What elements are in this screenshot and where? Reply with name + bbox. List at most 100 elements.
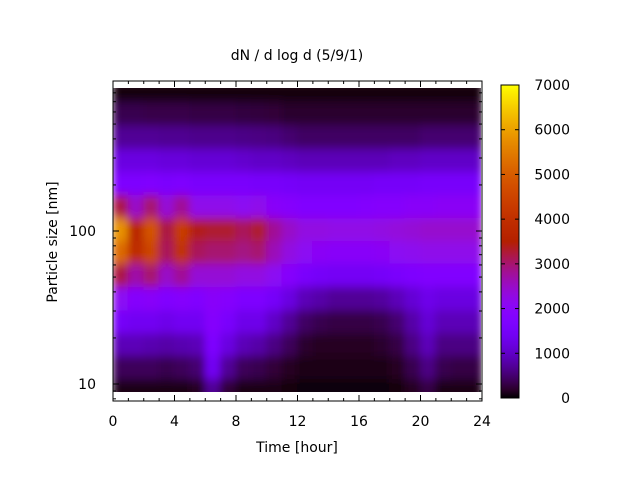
- heatmap-cell: [220, 263, 237, 288]
- heatmap-cell: [266, 356, 283, 381]
- heatmap-cell: [250, 218, 268, 243]
- heatmap-cell: [127, 241, 145, 265]
- heatmap-cell: [343, 195, 360, 220]
- heatmap-cell: [373, 195, 391, 220]
- heatmap-cell: [435, 125, 452, 150]
- heatmap-cell: [174, 241, 191, 265]
- heatmap-cell: [297, 195, 314, 220]
- heatmap-cell: [435, 102, 452, 127]
- heatmap-cell: [389, 310, 406, 335]
- heatmap-cell: [450, 310, 468, 335]
- x-tick-label: 12: [289, 414, 307, 430]
- heatmap-cell: [435, 171, 452, 197]
- heatmap-cell: [373, 379, 391, 392]
- heatmap-cell: [281, 333, 298, 358]
- heatmap-cell: [358, 88, 375, 104]
- heatmap-cell: [435, 310, 452, 335]
- heatmap-cell: [189, 171, 206, 197]
- heatmap-cell: [113, 286, 129, 312]
- heatmap-cell: [204, 379, 222, 392]
- heatmap-cell: [358, 379, 375, 392]
- heatmap-cell: [435, 286, 452, 312]
- heatmap-cell: [250, 333, 268, 358]
- heatmap-cell: [266, 195, 283, 220]
- heatmap-cell: [281, 310, 298, 335]
- heatmap-cell: [204, 286, 222, 312]
- heatmap-cell: [281, 218, 298, 243]
- heatmap-cell: [250, 148, 268, 173]
- heatmap-cell: [404, 88, 421, 104]
- heatmap-cell: [220, 241, 237, 265]
- heatmap-cell: [250, 379, 268, 392]
- heatmap-cell: [250, 171, 268, 197]
- heatmap-cell: [250, 195, 268, 220]
- heatmap-cell: [404, 195, 421, 220]
- x-tick-label: 4: [170, 414, 179, 430]
- heatmap-cell: [158, 171, 175, 197]
- heatmap-cell: [404, 356, 421, 381]
- heatmap-cell: [266, 125, 283, 150]
- heatmap-cell: [327, 88, 345, 104]
- x-tick-label: 8: [232, 414, 241, 430]
- heatmap-cell: [220, 218, 237, 243]
- heatmap-cell: [327, 102, 345, 127]
- heatmap-cell: [174, 310, 191, 335]
- heatmap-cell: [143, 125, 160, 150]
- heatmap-cell: [204, 263, 222, 288]
- heatmap-cell: [312, 195, 329, 220]
- heatmap-cell: [466, 148, 481, 173]
- heatmap-cell: [450, 263, 468, 288]
- heatmap-cell: [373, 171, 391, 197]
- heatmap-cell: [158, 333, 175, 358]
- heatmap-cell: [450, 88, 468, 104]
- heatmap-cell: [343, 379, 360, 392]
- heatmap-cell: [312, 333, 329, 358]
- heatmap-cell: [450, 102, 468, 127]
- heatmap-cell: [404, 125, 421, 150]
- heatmap-cell: [143, 241, 160, 265]
- heatmap-cell: [189, 88, 206, 104]
- heatmap-cell: [143, 356, 160, 381]
- heatmap-cell: [327, 379, 345, 392]
- heatmap-cell: [113, 263, 129, 288]
- heatmap-cell: [343, 88, 360, 104]
- heatmap-cell: [174, 379, 191, 392]
- heatmap-cell: [420, 241, 437, 265]
- heatmap-cell: [189, 263, 206, 288]
- heatmap-cell: [266, 102, 283, 127]
- heatmap-cell: [235, 241, 252, 265]
- heatmap-cell: [174, 88, 191, 104]
- heatmap-cell: [327, 195, 345, 220]
- heatmap-cell: [204, 218, 222, 243]
- heatmap-cell: [373, 102, 391, 127]
- heatmap-cell: [281, 88, 298, 104]
- heatmap-cell: [312, 310, 329, 335]
- heatmap-cell: [158, 263, 175, 288]
- heatmap-cell: [143, 379, 160, 392]
- heatmap-cell: [466, 286, 481, 312]
- heatmap-cell: [250, 286, 268, 312]
- heatmap-cell: [250, 310, 268, 335]
- heatmap-cell: [143, 171, 160, 197]
- heatmap-cell: [297, 148, 314, 173]
- heatmap-cell: [113, 218, 129, 243]
- colorbar-tick-label: 2000: [534, 302, 570, 318]
- heatmap-cell: [404, 171, 421, 197]
- heatmap-cell: [435, 218, 452, 243]
- heatmap-cell: [220, 148, 237, 173]
- x-axis-label: Time [hour]: [255, 440, 338, 456]
- heatmap-cell: [450, 286, 468, 312]
- heatmap-cell: [174, 263, 191, 288]
- heatmap-cell: [113, 148, 129, 173]
- heatmap-cell: [127, 263, 145, 288]
- colorbar-tick-label: 3000: [534, 257, 570, 273]
- heatmap-cell: [250, 356, 268, 381]
- heatmap-cell: [235, 195, 252, 220]
- heatmap-cell: [466, 171, 481, 197]
- heatmap-cell: [189, 195, 206, 220]
- heatmap-cell: [358, 263, 375, 288]
- heatmap-cell: [312, 356, 329, 381]
- heatmap-cell: [327, 171, 345, 197]
- heatmap-cell: [235, 171, 252, 197]
